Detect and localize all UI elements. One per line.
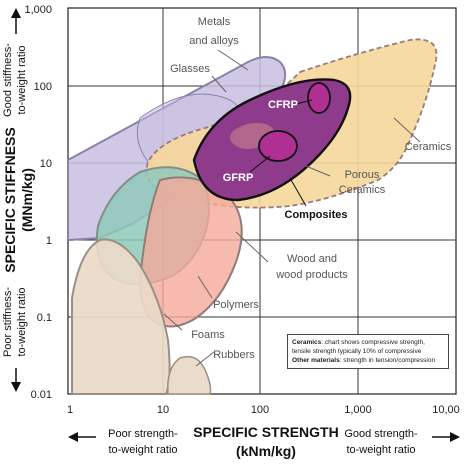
y-note-poor-1: Poor stiffness- [2,287,14,357]
y-axis-title: SPECIFIC STIFFNESS [2,127,18,272]
label-gfrp: GFRP [223,172,254,184]
x-note-good-2: to-weight ratio [346,444,415,456]
note-ceramics-text: : chart shows compressive strength, tens… [292,339,425,355]
label-alloys: and alloys [189,35,239,47]
region-foams [71,238,171,395]
label-composites: Composites [285,209,348,221]
x-tick-label: 1 [67,404,73,416]
x-tick-label: 1,000 [344,404,372,416]
x-tick-labels: 1 10 100 1,000 10,00 [67,404,460,416]
y-tick-label: 0.01 [31,389,52,401]
region-rubbers [167,355,212,395]
label-glasses: Glasses [170,63,210,75]
label-ceramics: Ceramics [405,141,452,153]
label-porous-ceramics: Ceramics [339,184,386,196]
y-tick-label: 10 [40,158,52,170]
x-tick-label: 10 [157,404,169,416]
down-arrow-icon [11,368,21,392]
region-cfrp [307,82,331,114]
label-cfrp: CFRP [268,99,298,111]
note-other-head: Other materials [292,357,340,364]
y-tick-label: 1 [46,235,52,247]
region-gfrp [258,130,298,162]
up-arrow-icon [11,8,21,34]
regions [67,38,438,395]
y-tick-label: 1,000 [24,4,52,16]
x-axis-title: SPECIFIC STRENGTH [193,424,338,440]
x-tick-label: 100 [251,404,269,416]
y-tick-label: 0.1 [37,312,52,324]
left-arrow-icon [68,432,96,442]
y-note-good-1: Good stiffness- [2,43,14,117]
y-axis-unit: (MNm/kg) [19,168,35,232]
y-tick-labels: 1,000 100 10 1 0.1 0.01 [24,4,52,401]
x-note-good-1: Good strength- [344,428,418,440]
x-note-poor-1: Poor strength- [108,428,178,440]
label-metals: Metals [198,16,231,28]
right-arrow-icon [432,432,460,442]
x-tick-label: 10,00 [432,404,460,416]
label-wood-products: wood products [275,269,348,281]
label-foams: Foams [191,329,225,341]
label-polymers: Polymers [213,299,259,311]
label-wood: Wood and [287,253,337,265]
region-labels: Metals and alloys Glasses Ceramics Porou… [170,16,452,361]
note-ceramics-head: Ceramics [292,339,322,346]
label-porous: Porous [345,169,380,181]
y-note-good-2: to-weight ratio [16,45,28,114]
y-note-poor-2: to-weight ratio [16,287,28,356]
chart-note-box: Ceramics: chart shows compressive streng… [287,334,449,369]
x-axis-unit: (kNm/kg) [236,443,296,459]
label-rubbers: Rubbers [213,349,255,361]
leader-lines [163,49,421,367]
note-other-text: : strength in tension/compression [339,357,436,364]
x-note-poor-2: to-weight ratio [108,444,177,456]
y-tick-label: 100 [34,81,52,93]
